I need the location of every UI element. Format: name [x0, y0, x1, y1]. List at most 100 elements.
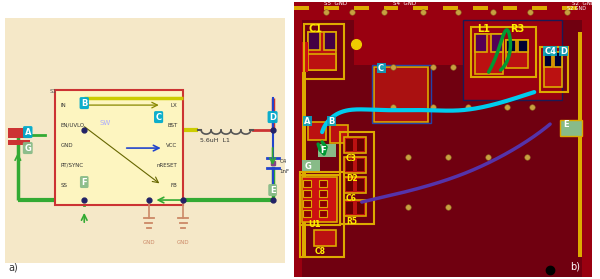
Bar — [5, 18, 286, 263]
Bar — [506, 40, 517, 52]
Text: C3: C3 — [346, 154, 357, 163]
Text: RT/SYNC: RT/SYNC — [61, 163, 83, 168]
Bar — [8, 140, 30, 145]
Text: BST: BST — [167, 122, 178, 128]
Bar — [0, 0, 292, 279]
Bar — [357, 179, 364, 191]
Text: a): a) — [8, 262, 17, 272]
Bar — [346, 179, 353, 191]
Text: GND: GND — [177, 240, 190, 245]
Text: D2: D2 — [346, 174, 358, 183]
Text: VCC: VCC — [166, 143, 178, 148]
Bar — [324, 6, 339, 10]
Bar — [443, 6, 458, 10]
Bar — [302, 42, 306, 257]
Bar — [295, 2, 592, 277]
Bar — [295, 6, 309, 10]
Bar — [346, 202, 353, 214]
Bar — [303, 180, 311, 187]
Text: R5: R5 — [346, 217, 357, 226]
Text: SW: SW — [99, 120, 110, 126]
Bar — [491, 34, 503, 52]
Bar — [471, 27, 536, 77]
Bar — [503, 6, 517, 10]
Text: A: A — [25, 128, 31, 137]
Text: C: C — [377, 64, 384, 73]
Bar — [518, 40, 528, 52]
Text: D: D — [560, 47, 567, 56]
Text: S1: S1 — [50, 89, 56, 94]
Bar — [295, 2, 302, 277]
Bar — [308, 122, 326, 140]
Bar — [330, 125, 348, 143]
Text: G: G — [304, 162, 311, 170]
Bar — [543, 46, 557, 56]
Bar — [303, 116, 312, 126]
Text: GND: GND — [142, 240, 155, 245]
Bar — [413, 6, 428, 10]
Bar — [302, 160, 320, 173]
Bar — [8, 128, 30, 138]
Bar — [319, 180, 327, 187]
Text: S4  GND: S4 GND — [394, 1, 416, 6]
Bar — [346, 139, 353, 151]
Bar — [357, 139, 364, 151]
Text: nRESET: nRESET — [157, 163, 178, 168]
Text: F: F — [82, 177, 87, 187]
Bar — [324, 32, 336, 50]
Bar — [354, 20, 532, 65]
Text: b): b) — [570, 261, 580, 271]
Bar — [303, 200, 311, 207]
Bar — [295, 2, 592, 20]
Text: A: A — [304, 117, 311, 126]
Bar — [357, 202, 364, 214]
Bar — [295, 2, 592, 277]
Text: C6: C6 — [346, 194, 357, 203]
Bar — [475, 34, 503, 74]
Bar — [383, 6, 398, 10]
Text: D: D — [269, 113, 276, 122]
Bar — [301, 175, 340, 225]
Bar — [301, 172, 344, 257]
Bar — [319, 190, 327, 197]
Text: C4: C4 — [280, 158, 287, 163]
Bar — [340, 132, 374, 224]
Bar — [302, 42, 308, 72]
Bar — [319, 210, 327, 217]
Bar — [377, 63, 386, 73]
Bar — [344, 177, 366, 193]
Text: SS: SS — [61, 182, 67, 187]
Bar — [374, 67, 428, 122]
Bar — [318, 144, 336, 157]
Bar — [357, 159, 364, 171]
Text: U1: U1 — [308, 220, 321, 229]
Text: EN/UVLO: EN/UVLO — [61, 122, 85, 128]
Bar — [304, 24, 344, 79]
Text: C8: C8 — [314, 247, 325, 256]
Bar — [473, 6, 488, 10]
Bar — [344, 200, 366, 216]
Bar — [327, 116, 336, 126]
Bar — [544, 52, 552, 67]
Text: C: C — [155, 113, 161, 122]
Text: S2  GND: S2 GND — [572, 1, 595, 6]
Text: E: E — [563, 120, 569, 129]
Text: F: F — [320, 146, 326, 155]
Bar — [540, 47, 568, 92]
Text: 5.6uH  L1: 5.6uH L1 — [200, 138, 230, 143]
Bar — [344, 157, 366, 173]
Bar — [55, 90, 184, 205]
Bar — [302, 177, 337, 222]
Bar — [303, 210, 311, 217]
Bar — [354, 6, 369, 10]
Text: S2 GND: S2 GND — [567, 6, 586, 11]
Bar — [562, 6, 577, 10]
Bar — [554, 52, 562, 67]
Bar — [532, 6, 547, 10]
Text: GND: GND — [61, 143, 73, 148]
Bar — [544, 52, 562, 87]
Text: FB: FB — [170, 182, 178, 187]
Bar — [319, 200, 327, 207]
Text: IN: IN — [61, 103, 66, 108]
Bar — [506, 40, 528, 68]
